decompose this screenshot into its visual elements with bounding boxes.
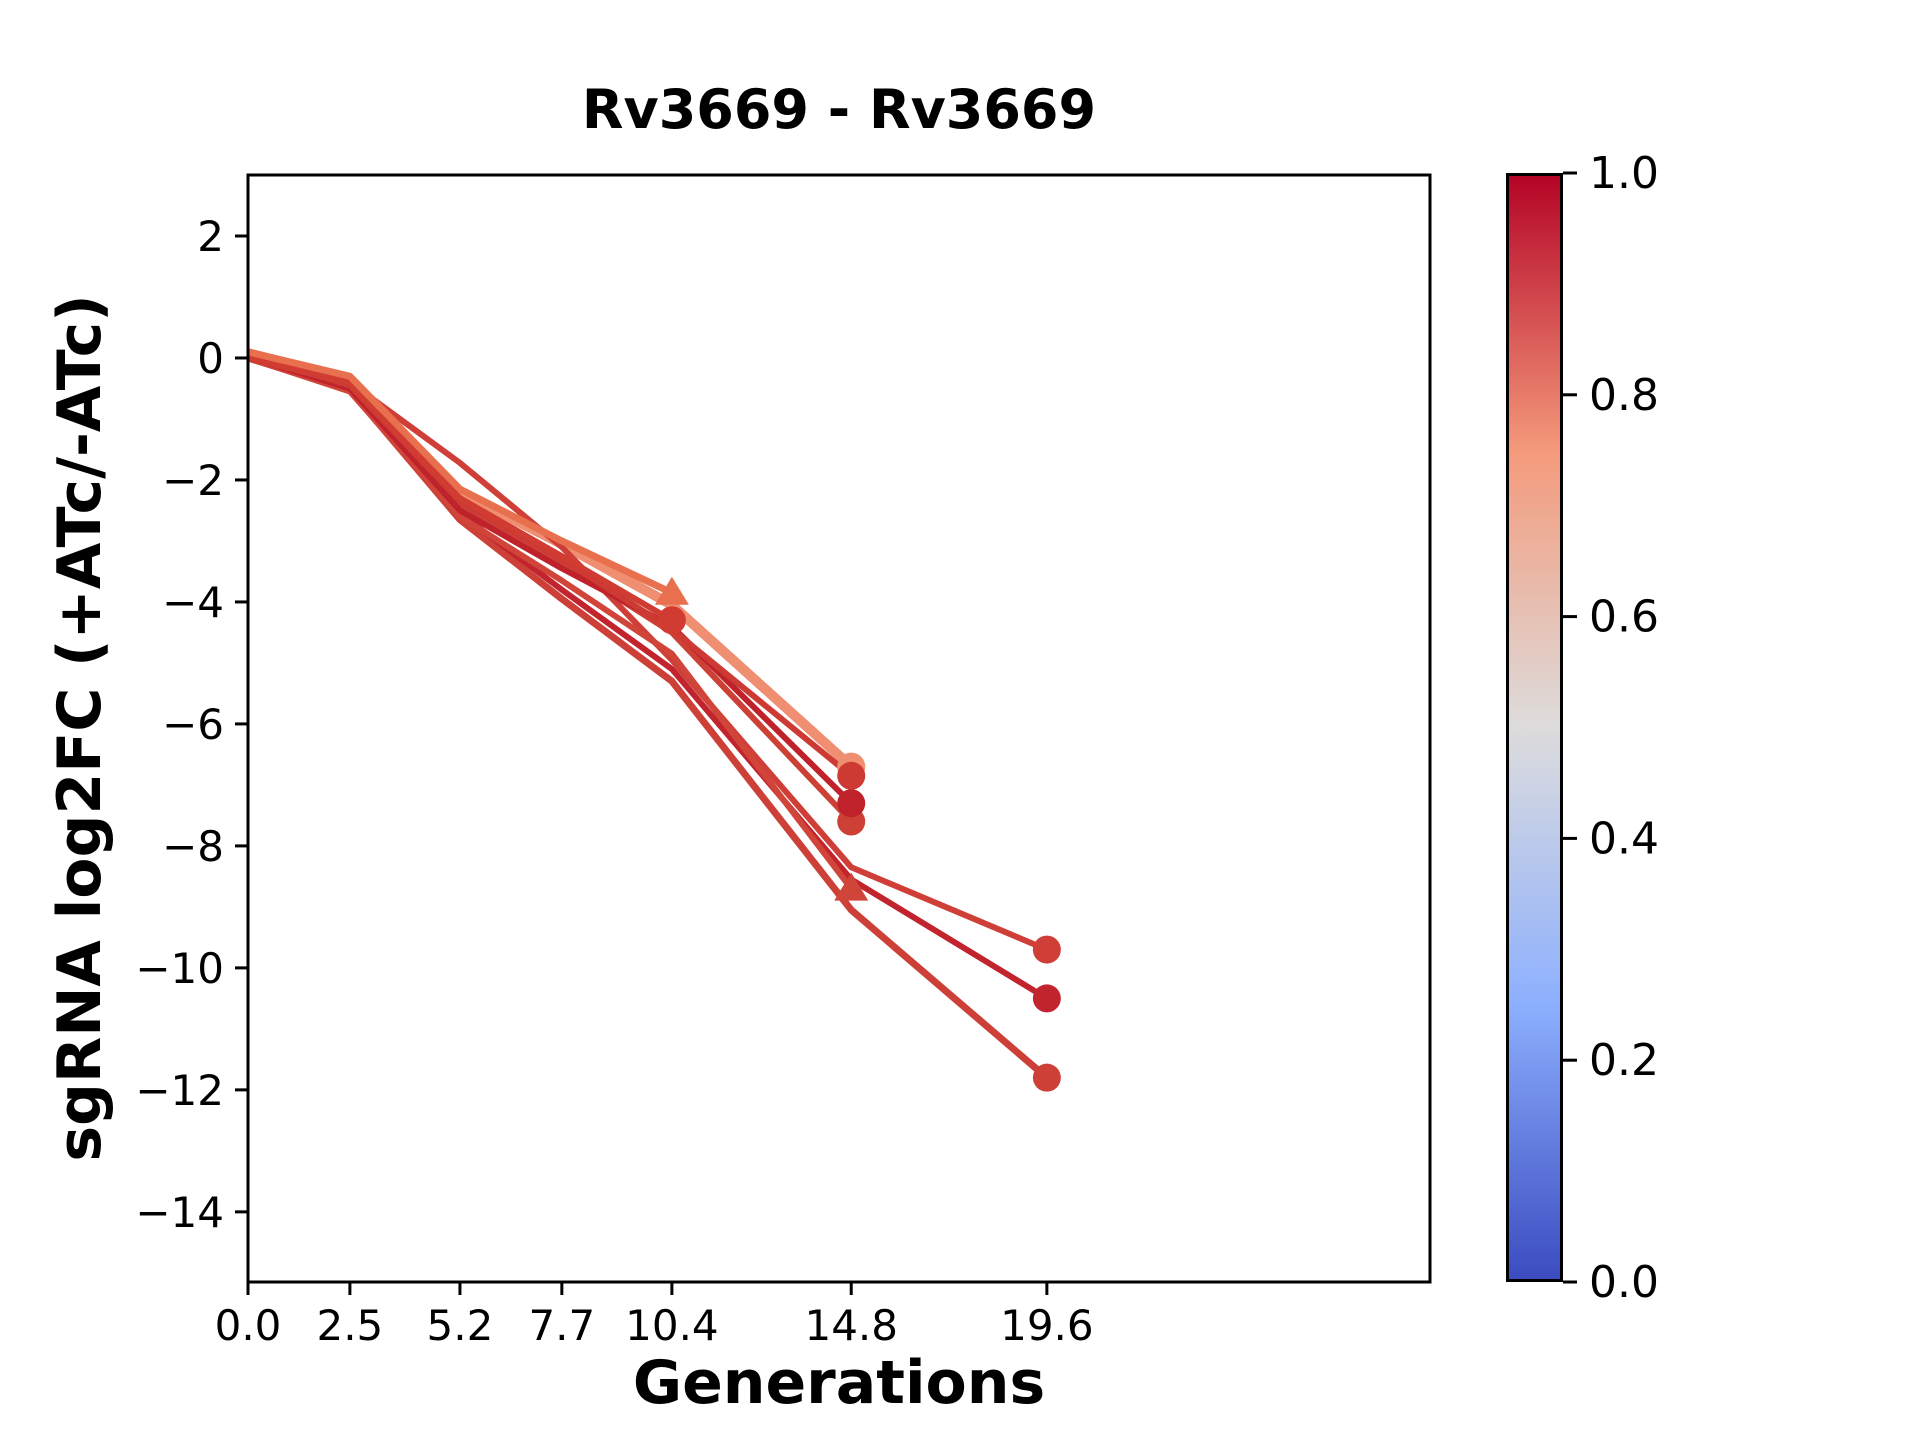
x-tick-label: 19.6: [1000, 1301, 1094, 1350]
y-tick-label: −2: [162, 456, 224, 505]
colorbar-tick-label: 0.6: [1589, 592, 1659, 643]
marker-circle-series-7: [837, 789, 866, 818]
x-tick-label: 2.5: [316, 1301, 383, 1350]
marker-circle-series-9: [657, 606, 686, 635]
x-tick-label: 14.8: [804, 1301, 898, 1350]
colorbar-tick-label: 0.2: [1589, 1035, 1659, 1086]
marker-circle-series-8: [837, 761, 866, 790]
y-tick-label: −6: [162, 700, 224, 749]
x-tick-label: 7.7: [528, 1301, 595, 1350]
x-axis-label: Generations: [632, 1348, 1046, 1418]
y-tick-label: −10: [135, 944, 224, 993]
y-tick-label: 0: [197, 334, 224, 383]
plot-frame: [246, 173, 1432, 1284]
series-line-series-9: [247, 355, 674, 623]
y-tick-label: −14: [135, 1188, 224, 1237]
colorbar-tick-label: 0.0: [1589, 1257, 1659, 1308]
x-tick-label: 5.2: [427, 1301, 494, 1350]
chart-title: Rv3669 - Rv3669: [581, 78, 1097, 141]
y-tick-label: 2: [197, 212, 224, 261]
colorbar: [1506, 173, 1563, 1282]
series-line-series-3: [246, 354, 1050, 1081]
y-tick-label: −4: [162, 578, 224, 627]
x-tick-label: 0.0: [215, 1301, 282, 1350]
series-line-series-5: [247, 355, 854, 891]
x-tick-label: 10.4: [625, 1301, 719, 1350]
marker-circle-series-3: [1032, 1063, 1061, 1092]
y-tick-label: −8: [162, 822, 224, 871]
marker-circle-series-4: [1032, 984, 1061, 1013]
y-tick-label: −12: [135, 1066, 224, 1115]
marker-triangle-series-10: [654, 576, 689, 605]
marker-circle-series-2: [1032, 935, 1061, 964]
colorbar-tick-label: 0.8: [1589, 370, 1659, 421]
colorbar-tick-label: 0.4: [1589, 813, 1659, 864]
series-line-series-10: [247, 348, 674, 596]
marker-triangle-series-5: [834, 872, 869, 901]
colorbar-tick-label: 1.0: [1589, 148, 1659, 199]
